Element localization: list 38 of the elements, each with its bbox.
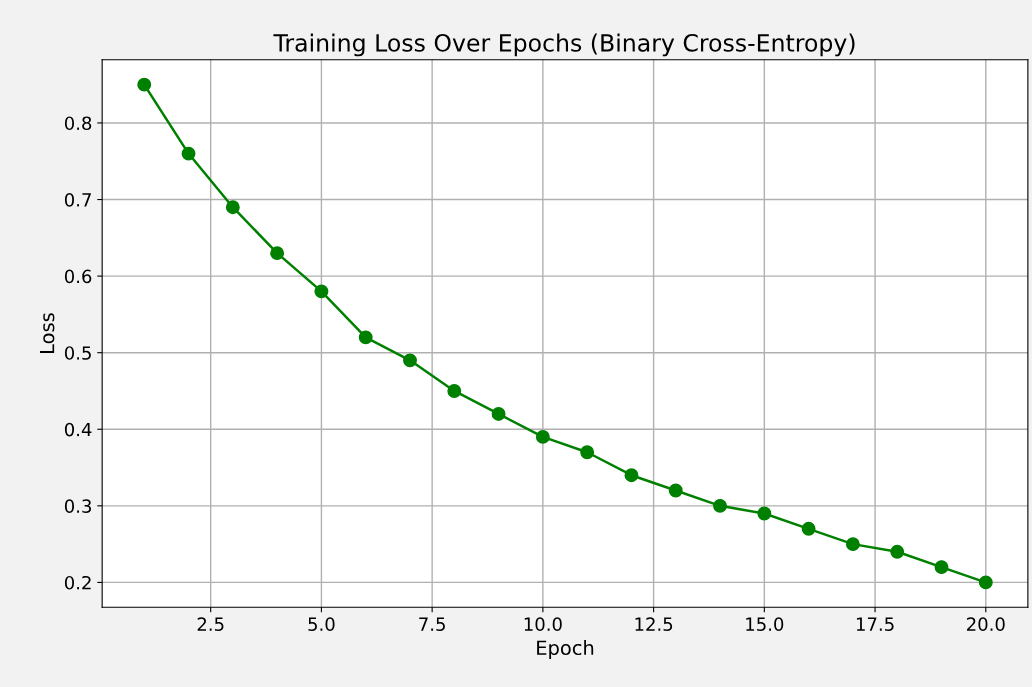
point [314,284,329,299]
y-tick-label: 0.7 [64,192,91,207]
y-tick-label: 0.5 [64,346,91,360]
y-tick-label: 0.4 [64,422,92,437]
y-tick-label: 0.6 [64,269,92,284]
point [934,560,949,575]
x-tick-label: 10.0 [524,617,562,632]
point [225,200,240,215]
x-tick-label: 12.5 [635,617,673,632]
chart-title: Training Loss Over Epochs (Binary Cross-Entropy) [273,33,855,57]
point [181,146,196,161]
y-tick-label: 0.2 [64,575,91,590]
x-tick-label: 20.0 [967,617,1005,632]
point [978,575,993,590]
x-tick-label: 15.0 [746,617,784,632]
point [491,407,506,421]
y-tick-label: 0.3 [64,499,91,513]
point [137,77,152,92]
point [403,353,417,368]
point [580,445,595,460]
point [713,498,727,513]
point [270,246,285,261]
point [668,483,683,498]
x-tick-label: 5.0 [308,617,335,632]
x-axis-title: Epoch [537,640,594,659]
point [890,544,905,559]
y-axis-title: Loss [39,313,55,353]
y-tick-label: 0.8 [64,116,92,131]
point [845,537,860,552]
x-tick-label: 17.5 [856,617,894,632]
x-tick-label: 7.5 [419,617,445,632]
point [358,330,373,345]
point [535,429,550,444]
point [624,468,639,483]
point [757,506,772,521]
point [447,384,462,398]
point [801,521,816,536]
x-tick-label: 2.5 [197,617,224,632]
